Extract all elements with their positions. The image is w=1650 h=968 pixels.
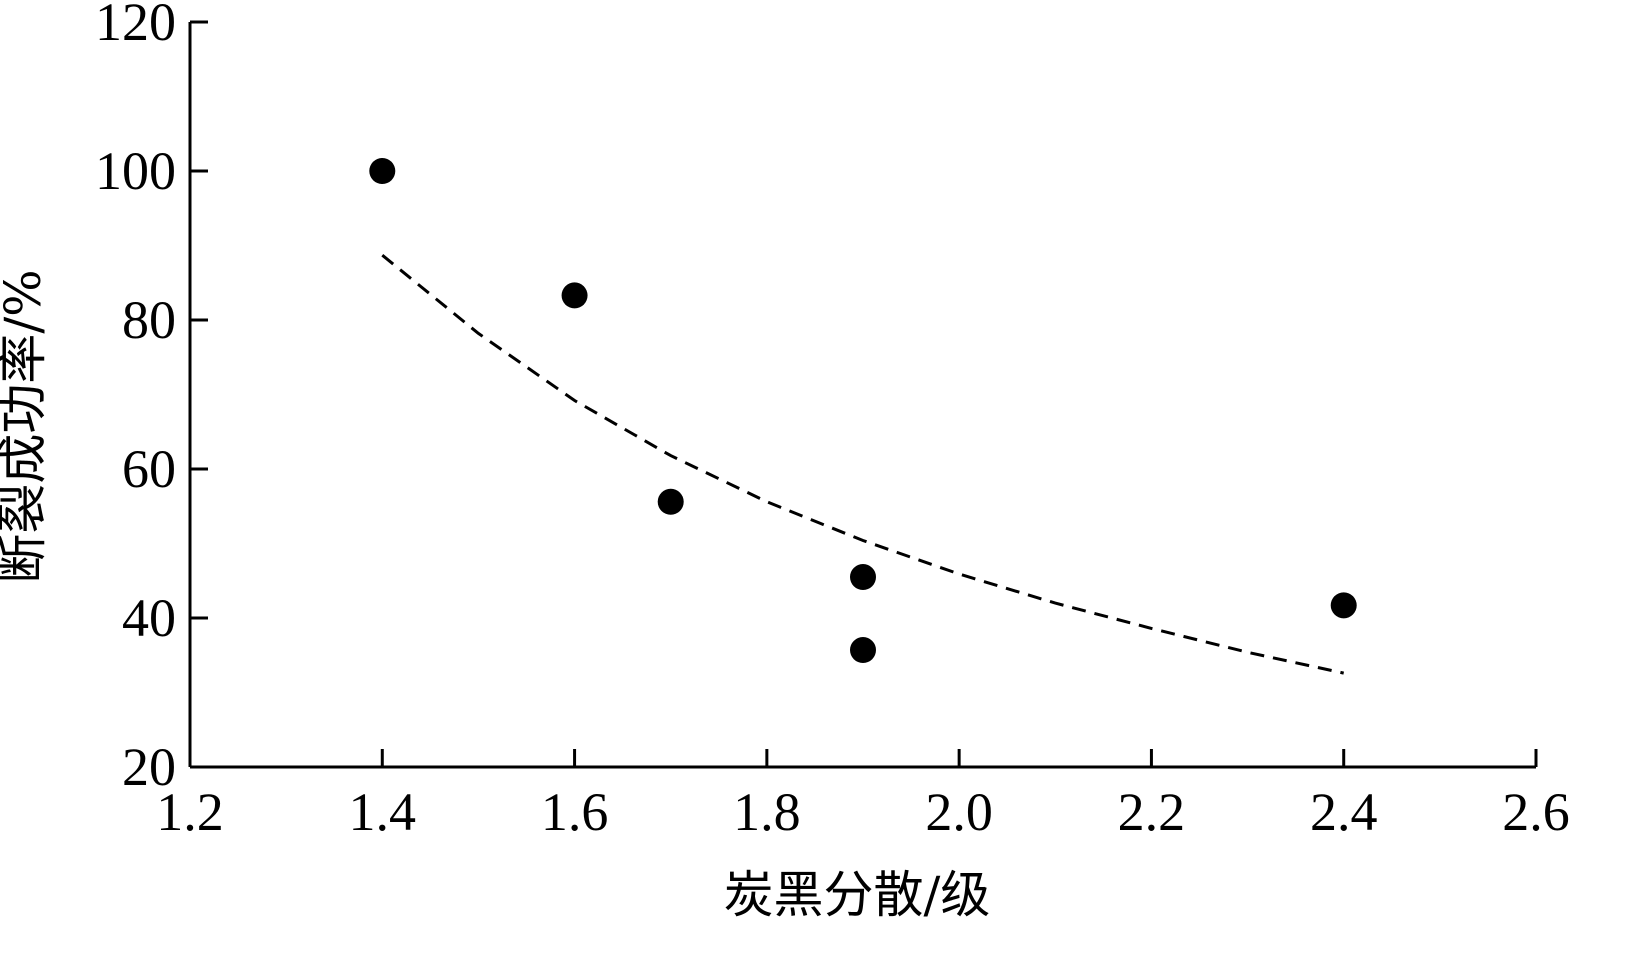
x-tick-label: 2.2 [1118, 782, 1186, 842]
x-tick-label: 1.6 [541, 782, 609, 842]
x-tick-label: 1.8 [733, 782, 801, 842]
x-tick-label: 1.2 [156, 782, 224, 842]
data-points [369, 158, 1357, 664]
data-point [657, 488, 684, 515]
y-tick-label: 80 [122, 290, 176, 350]
y-axis-title: 断裂成功率/% [0, 269, 52, 583]
y-tick-label: 20 [122, 737, 176, 797]
x-tick-label: 1.4 [349, 782, 417, 842]
y-tick-label: 40 [122, 588, 176, 648]
y-ticks: 20 40 60 80 100 120 [95, 0, 208, 797]
x-tick-label: 2.0 [925, 782, 993, 842]
data-point [1330, 592, 1357, 619]
x-ticks: 1.2 1.4 1.6 1.8 2.0 2.2 2.4 2.6 [156, 749, 1570, 842]
axes [188, 22, 1536, 769]
x-tick-label: 2.4 [1310, 782, 1378, 842]
data-point [369, 158, 396, 184]
y-tick-label: 60 [122, 439, 176, 499]
y-tick-label: 100 [95, 141, 176, 201]
data-point [850, 637, 876, 664]
y-tick-label: 120 [95, 0, 176, 52]
x-tick-label: 2.6 [1502, 782, 1570, 842]
data-point [850, 564, 876, 591]
x-axis-title: 炭黑分散/级 [724, 866, 991, 924]
data-point [561, 282, 588, 309]
trendline [381, 254, 1345, 675]
